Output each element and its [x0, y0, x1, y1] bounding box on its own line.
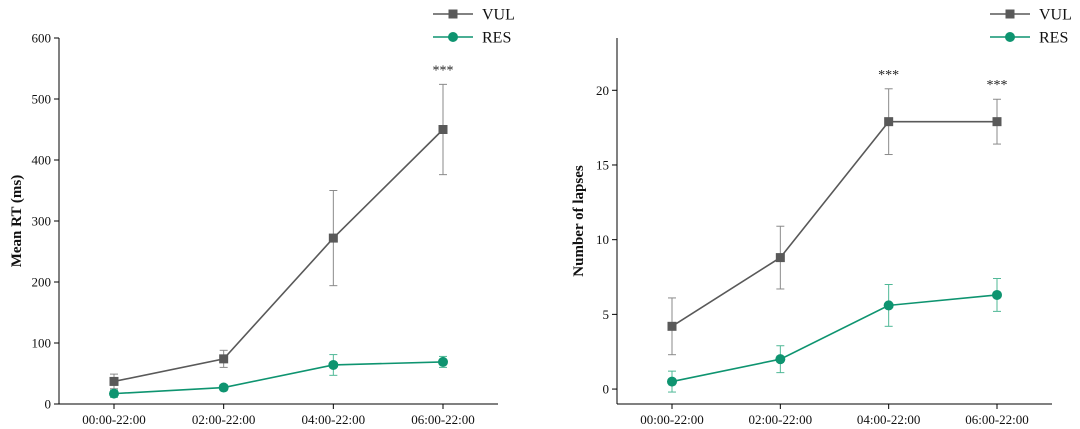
- legend-label: VUL: [1039, 7, 1072, 24]
- data-point: [667, 376, 677, 387]
- data-point: [992, 117, 1002, 127]
- x-tick-label: 04:00-22:00: [857, 412, 921, 427]
- series-vul: [667, 88, 1002, 356]
- data-point: [328, 233, 338, 243]
- significance-marker: ***: [987, 78, 1008, 93]
- data-point: [775, 354, 786, 365]
- y-axis-title: Mean RT (ms): [9, 175, 25, 268]
- y-tick-label: 5: [603, 307, 610, 322]
- data-point: [992, 289, 1002, 300]
- legend-entry-res: RES: [990, 30, 1068, 47]
- y-tick-label: 400: [32, 153, 52, 168]
- legend-label: RES: [1039, 30, 1068, 47]
- series-line: [113, 361, 444, 395]
- x-tick-label: 04:00-22:00: [302, 412, 366, 427]
- legend-entry-res: RES: [433, 30, 511, 47]
- series-line: [671, 120, 997, 327]
- legend-marker: [1005, 32, 1015, 42]
- y-tick-label: 500: [32, 92, 52, 107]
- series-line: [671, 294, 998, 383]
- x-tick-label: 02:00-22:00: [749, 412, 813, 427]
- legend-entry-vul: VUL: [990, 7, 1072, 24]
- y-tick-label: 0: [603, 382, 610, 397]
- legend-label: RES: [482, 30, 511, 47]
- y-tick-label: 10: [596, 232, 609, 247]
- data-point: [438, 125, 448, 134]
- x-tick-label: 06:00-22:00: [411, 412, 475, 427]
- legend-label: VUL: [482, 7, 515, 24]
- y-tick-label: 300: [32, 214, 52, 229]
- y-tick-label: 100: [32, 336, 52, 351]
- data-point: [328, 359, 339, 370]
- data-point: [667, 321, 677, 331]
- y-tick-label: 0: [45, 397, 52, 412]
- series-vul: [109, 83, 448, 390]
- data-point: [218, 382, 229, 393]
- y-tick-label: 20: [596, 83, 609, 98]
- data-point: [109, 376, 119, 386]
- legend-marker: [1005, 9, 1015, 19]
- data-point: [883, 300, 894, 311]
- data-point: [219, 354, 229, 364]
- x-tick-label: 00:00-22:00: [640, 412, 704, 427]
- y-tick-label: 200: [32, 275, 52, 290]
- x-tick-label: 06:00-22:00: [965, 412, 1029, 427]
- significance-marker: ***: [878, 68, 899, 83]
- data-point: [775, 253, 785, 263]
- legend-marker: [448, 9, 458, 19]
- y-axis-title: Number of lapses: [571, 165, 587, 277]
- y-tick-label: 600: [32, 31, 52, 46]
- data-point: [884, 117, 894, 127]
- legend-entry-vul: VUL: [433, 7, 515, 24]
- series-res: [667, 278, 1002, 393]
- chart-2: 0 5 10 15 20 00:00-22:00 02:00-22:00 04:00-22:0…: [571, 7, 1072, 428]
- series-res: [109, 354, 448, 399]
- data-point: [109, 388, 119, 399]
- x-tick-label: 00:00-22:00: [82, 412, 146, 427]
- y-tick-label: 15: [596, 157, 609, 172]
- significance-marker: ***: [433, 63, 454, 78]
- data-point: [438, 356, 448, 367]
- legend-marker: [448, 32, 458, 42]
- chart-1: 0 100 200 300 400 500 600 00:00-22:00 02:00-22:0…: [9, 7, 515, 428]
- series-line: [113, 128, 444, 383]
- x-tick-label: 02:00-22:00: [192, 412, 256, 427]
